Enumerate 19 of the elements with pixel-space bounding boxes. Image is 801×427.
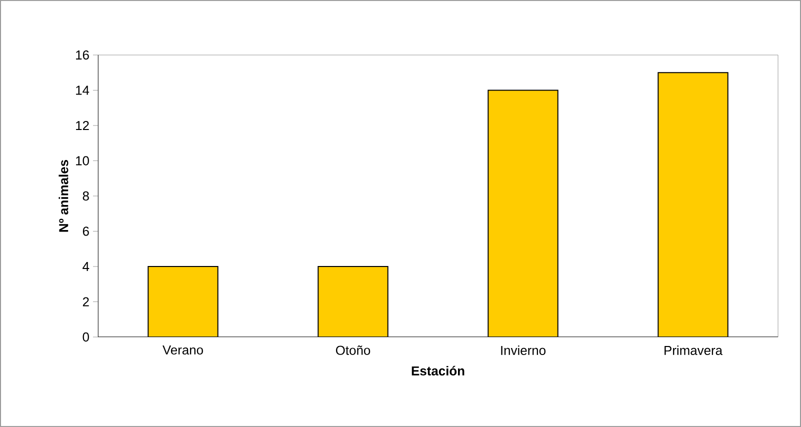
x-axis-title: Estación <box>412 366 464 376</box>
bar <box>318 266 388 337</box>
x-tick-label: Verano <box>162 346 203 355</box>
bar <box>658 72 728 337</box>
y-tick-label: 16 <box>76 50 89 60</box>
bar <box>148 266 218 337</box>
y-tick-label: 12 <box>76 120 89 130</box>
x-tick-label: Primavera <box>664 346 723 356</box>
y-tick-label: 6 <box>82 226 89 236</box>
y-axis-title: Nº animales <box>58 160 68 232</box>
x-tick-label: Invierno <box>501 346 546 356</box>
y-tick-label: 4 <box>82 262 90 271</box>
y-tick-label: 14 <box>76 86 90 95</box>
y-tick-label: 8 <box>82 191 89 201</box>
y-tick-label: 10 <box>76 156 89 166</box>
y-tick-label: 2 <box>82 297 89 306</box>
x-tick-label: Otoño <box>336 346 370 355</box>
bar <box>488 90 558 337</box>
y-tick-label: 0 <box>82 332 89 342</box>
